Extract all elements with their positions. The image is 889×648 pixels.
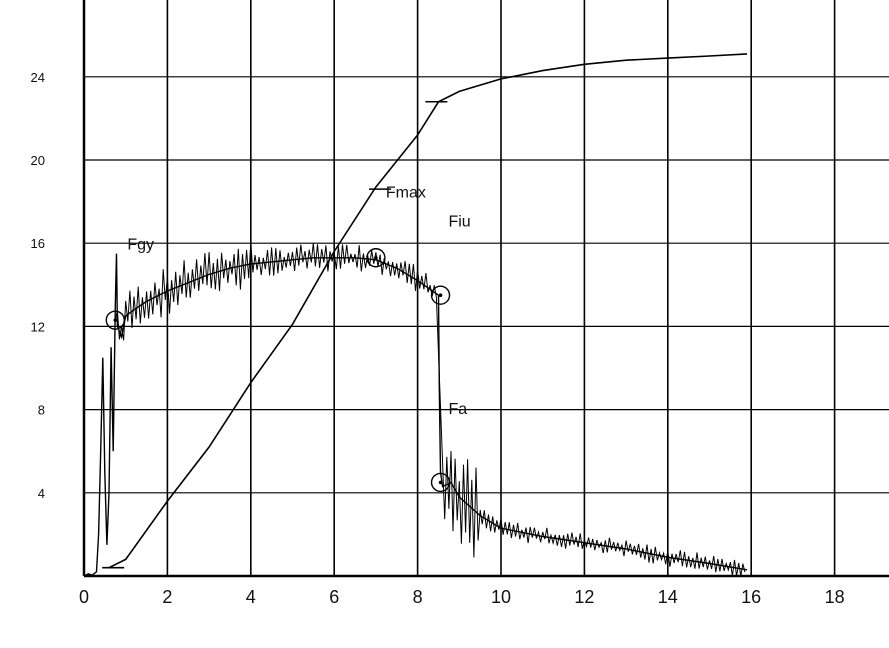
y-tick-label: 24 bbox=[31, 70, 45, 85]
y-tick-labels: 4 8 12 16 20 24 bbox=[31, 70, 45, 501]
series-force-trend bbox=[83, 253, 748, 577]
y-tick-label: 4 bbox=[38, 486, 45, 501]
y-tick-label: 8 bbox=[38, 403, 45, 418]
annotation-fgy: Fgy bbox=[127, 236, 154, 253]
point-marker-dot bbox=[438, 293, 443, 298]
x-tick-label: 16 bbox=[741, 587, 761, 607]
x-tick-label: 18 bbox=[825, 587, 845, 607]
series-energy-line bbox=[108, 53, 748, 569]
x-tick-label: 4 bbox=[246, 587, 256, 607]
x-tick-labels: 0 2 4 6 8 10 12 14 16 18 bbox=[79, 587, 845, 607]
point-marker-dot bbox=[438, 480, 443, 485]
plot-series bbox=[83, 53, 748, 577]
annotation-fiu: Fiu bbox=[448, 214, 470, 231]
point-marker bbox=[105, 310, 125, 330]
x-tick-label: 12 bbox=[574, 587, 594, 607]
y-tick-label: 16 bbox=[31, 236, 45, 251]
x-tick-label: 6 bbox=[329, 587, 339, 607]
x-tick-label: 10 bbox=[491, 587, 511, 607]
annotations: Fgy Fmax Fiu Fa bbox=[127, 184, 470, 417]
y-gridlines bbox=[84, 76, 889, 494]
point-marker bbox=[430, 472, 451, 493]
point-marker bbox=[366, 248, 386, 268]
x-tick-label: 2 bbox=[162, 587, 172, 607]
x-tick-label: 0 bbox=[79, 587, 89, 607]
y-tick-label: 12 bbox=[31, 319, 45, 334]
y-tick-label: 20 bbox=[31, 153, 45, 168]
point-marker-dot bbox=[113, 318, 118, 322]
series-force-raw bbox=[114, 242, 746, 577]
circle-markers bbox=[105, 248, 451, 493]
annotation-fmax: Fmax bbox=[386, 184, 426, 201]
point-marker-dot bbox=[374, 255, 378, 260]
x-gridlines bbox=[166, 0, 836, 576]
annotation-fa: Fa bbox=[448, 401, 467, 418]
point-marker bbox=[430, 285, 451, 305]
x-tick-label: 14 bbox=[658, 587, 678, 607]
x-tick-label: 8 bbox=[413, 587, 423, 607]
